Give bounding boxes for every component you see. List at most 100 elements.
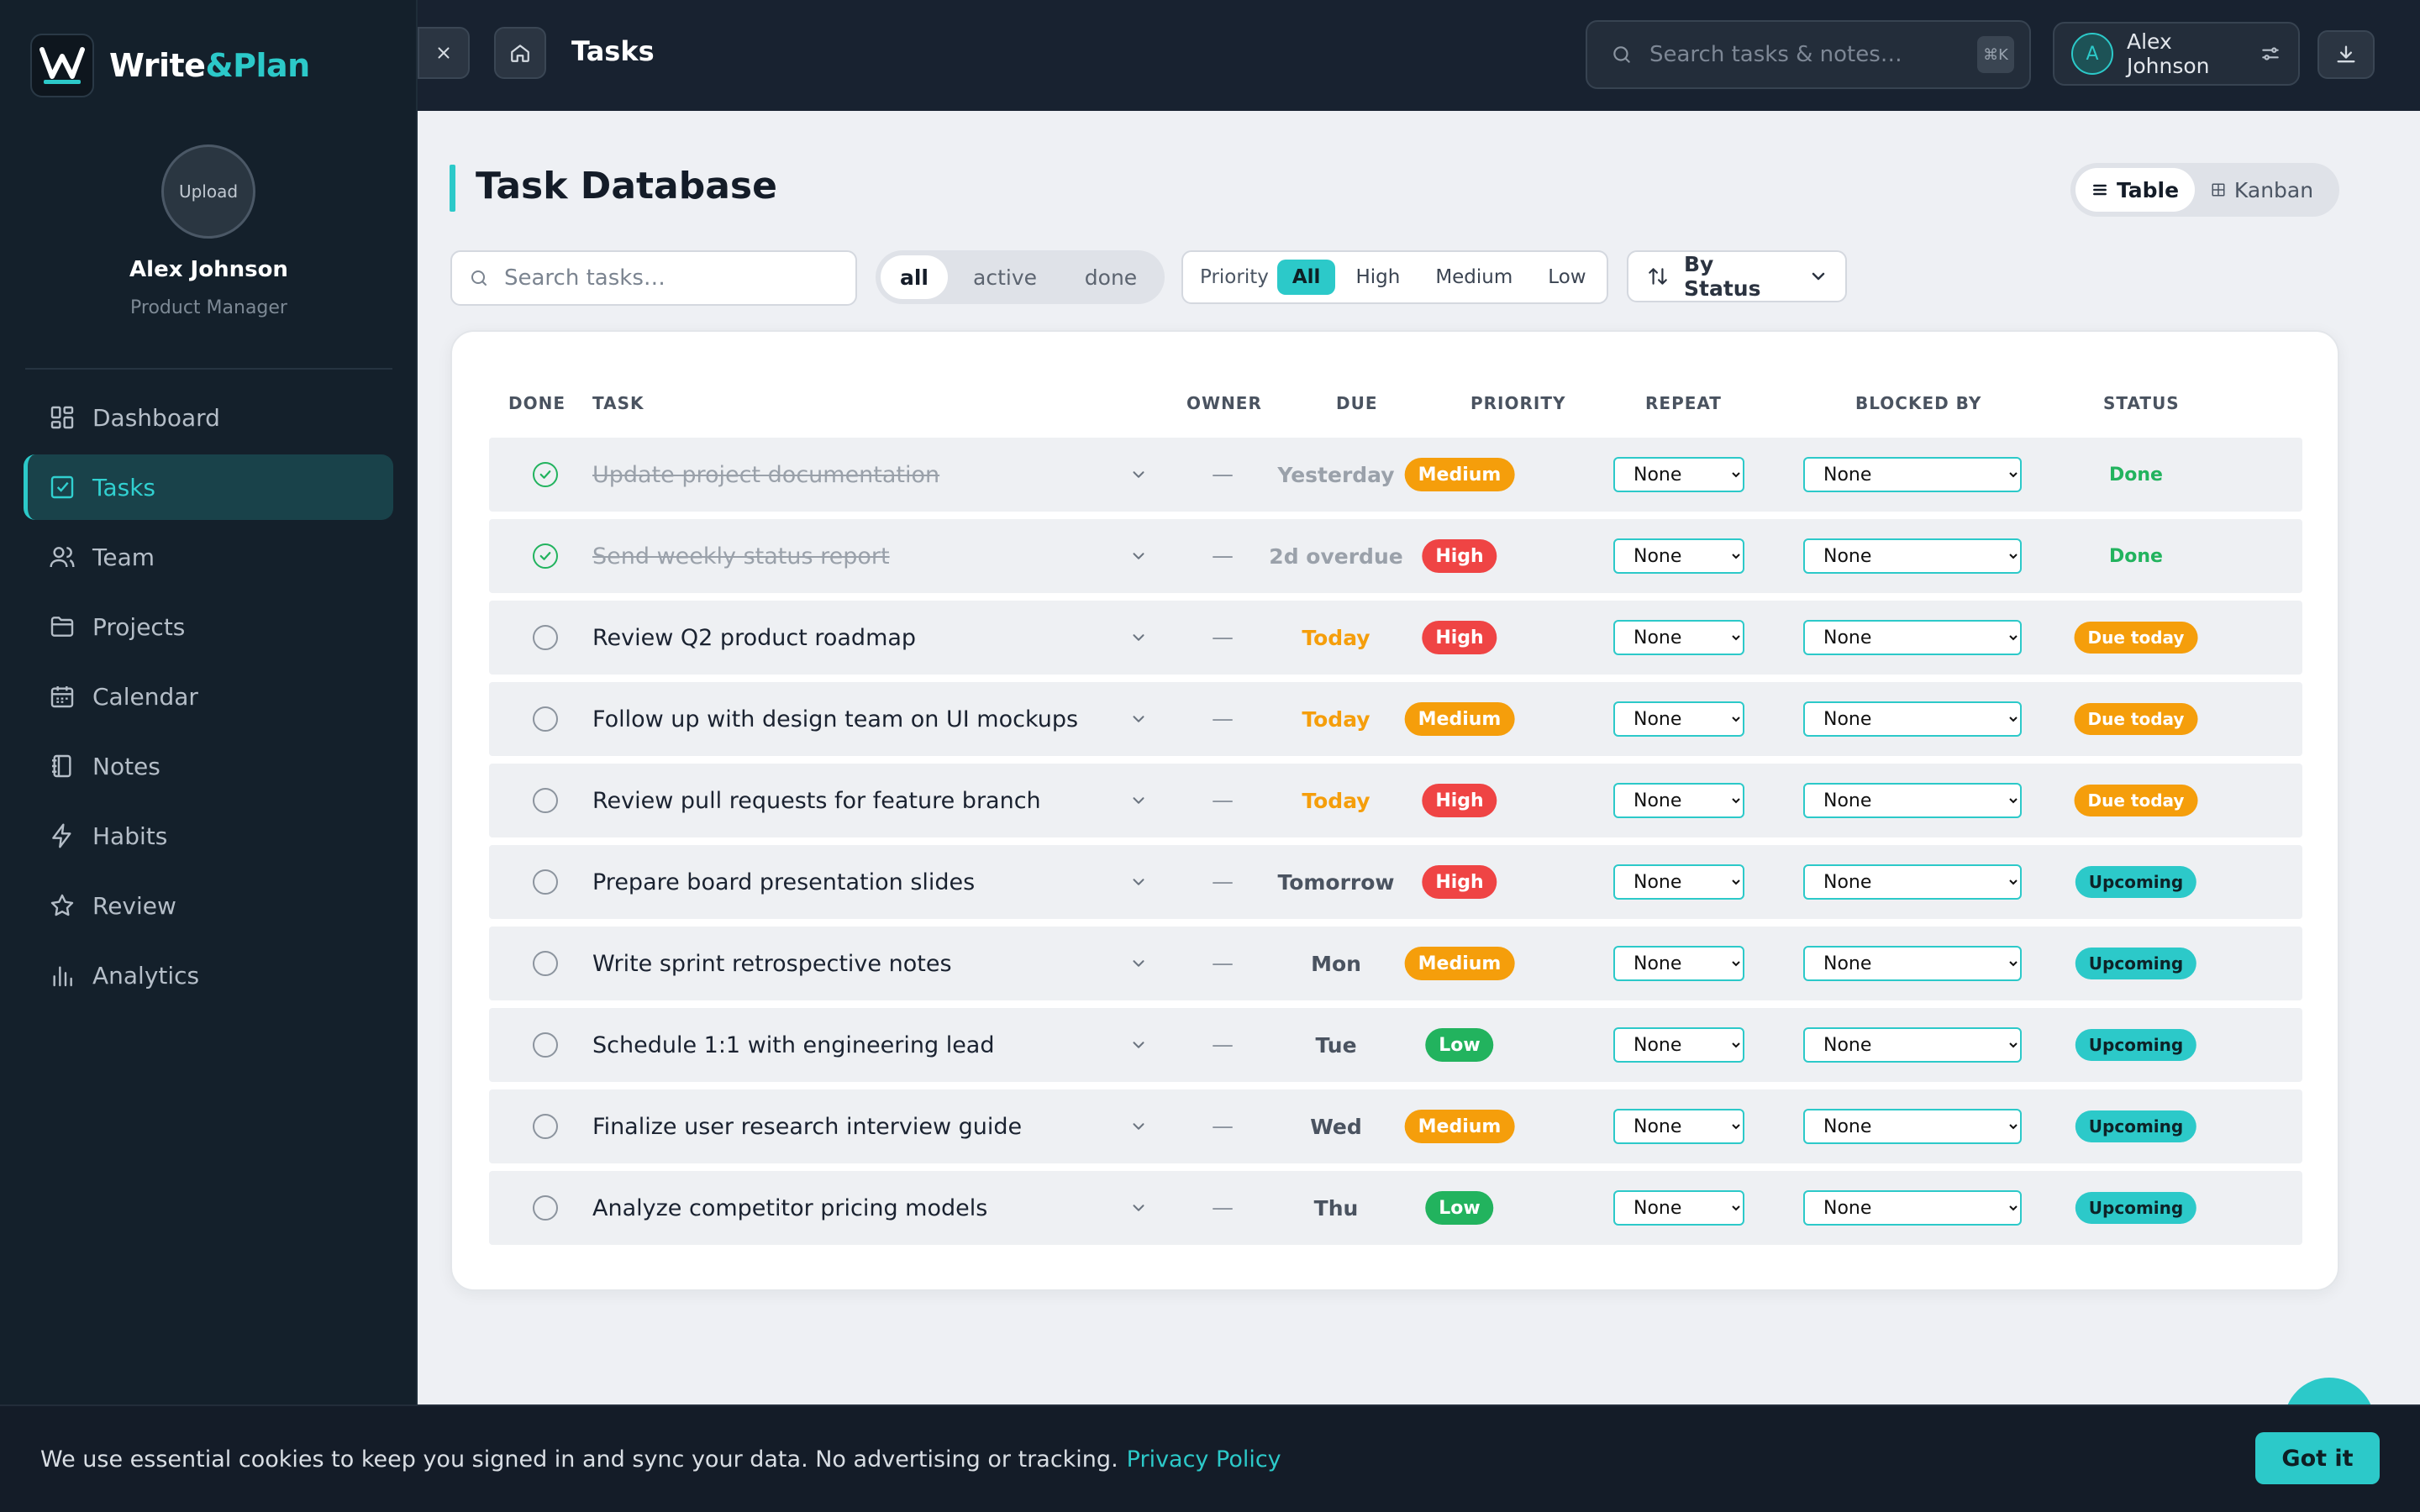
chevron-down-icon[interactable] — [1129, 873, 1148, 891]
done-checkbox[interactable] — [533, 625, 558, 650]
task-name[interactable]: Review pull requests for feature branch — [592, 787, 1041, 814]
priority-badge[interactable]: Low — [1425, 1028, 1494, 1062]
done-checkbox[interactable] — [533, 462, 558, 487]
sidebar-item-projects[interactable]: Projects — [24, 594, 393, 659]
priority-badge[interactable]: Medium — [1404, 1110, 1515, 1143]
repeat-select[interactable]: None — [1613, 457, 1744, 492]
chevron-down-icon[interactable] — [1129, 547, 1148, 565]
priority-badge[interactable]: Medium — [1404, 702, 1515, 736]
column-header-due[interactable]: DUE — [1336, 393, 1378, 413]
sort-dropdown[interactable]: By Status — [1627, 250, 1847, 302]
task-name[interactable]: Update project documentation — [592, 461, 940, 488]
filter-active-button[interactable]: active — [973, 265, 1037, 290]
filter-done-button[interactable]: done — [1084, 265, 1138, 290]
blocked-by-select[interactable]: None — [1803, 946, 2022, 981]
chevron-down-icon[interactable] — [1129, 1117, 1148, 1136]
done-checkbox[interactable] — [533, 1032, 558, 1058]
filter-all-button[interactable]: all — [881, 255, 948, 299]
chevron-down-icon[interactable] — [1129, 1199, 1148, 1217]
repeat-select[interactable]: None — [1613, 864, 1744, 900]
priority-high-button[interactable]: High — [1355, 266, 1401, 288]
done-checkbox[interactable] — [533, 543, 558, 569]
repeat-select[interactable]: None — [1613, 701, 1744, 737]
priority-badge[interactable]: High — [1422, 539, 1497, 573]
table-row[interactable]: Schedule 1:1 with engineering lead — Tue Lo… — [489, 1008, 2302, 1082]
kanban-view-button[interactable]: Kanban — [2195, 168, 2329, 212]
chevron-down-icon[interactable] — [1129, 954, 1148, 973]
table-row[interactable]: Review pull requests for feature branch —… — [489, 764, 2302, 837]
sidebar-item-review[interactable]: Review — [24, 873, 393, 938]
task-name[interactable]: Review Q2 product roadmap — [592, 624, 917, 651]
done-checkbox[interactable] — [533, 706, 558, 732]
repeat-select[interactable]: None — [1613, 620, 1744, 655]
task-name[interactable]: Follow up with design team on UI mockups — [592, 706, 1079, 732]
home-button[interactable] — [494, 27, 546, 79]
owner-value[interactable]: — — [1212, 1114, 1234, 1139]
avatar-upload[interactable]: Upload — [161, 144, 255, 239]
sidebar-item-dashboard[interactable]: Dashboard — [24, 385, 393, 450]
sidebar-item-analytics[interactable]: Analytics — [24, 942, 393, 1008]
owner-value[interactable]: — — [1212, 951, 1234, 976]
column-header-blocked-by[interactable]: BLOCKED BY — [1855, 393, 1982, 413]
chevron-down-icon[interactable] — [1129, 465, 1148, 484]
column-header-task[interactable]: TASK — [592, 393, 644, 413]
blocked-by-select[interactable]: None — [1803, 457, 2022, 492]
chevron-down-icon[interactable] — [1129, 1036, 1148, 1054]
blocked-by-select[interactable]: None — [1803, 864, 2022, 900]
priority-badge[interactable]: Medium — [1404, 458, 1515, 491]
column-header-status[interactable]: STATUS — [2103, 393, 2180, 413]
brand[interactable]: Write&Plan — [30, 34, 310, 97]
owner-value[interactable]: — — [1212, 625, 1234, 650]
table-row[interactable]: Send weekly status report — 2d overdue High… — [489, 519, 2302, 593]
got-it-button[interactable]: Got it — [2255, 1432, 2380, 1484]
sidebar-item-notes[interactable]: Notes — [24, 733, 393, 799]
table-row[interactable]: Analyze competitor pricing models — Thu Low… — [489, 1171, 2302, 1245]
repeat-select[interactable]: None — [1613, 946, 1744, 981]
chevron-down-icon[interactable] — [1129, 710, 1148, 728]
task-name[interactable]: Write sprint retrospective notes — [592, 950, 952, 977]
sidebar-item-habits[interactable]: Habits — [24, 803, 393, 869]
table-row[interactable]: Write sprint retrospective notes — Mon Medi… — [489, 927, 2302, 1000]
blocked-by-select[interactable]: None — [1803, 620, 2022, 655]
table-view-button[interactable]: Table — [2075, 168, 2195, 212]
priority-badge[interactable]: High — [1422, 784, 1497, 817]
chevron-down-icon[interactable] — [1129, 628, 1148, 647]
column-header-done[interactable]: DONE — [508, 393, 566, 413]
repeat-select[interactable]: None — [1613, 1027, 1744, 1063]
sidebar-item-calendar[interactable]: Calendar — [24, 664, 393, 729]
priority-badge[interactable]: Medium — [1404, 947, 1515, 980]
table-row[interactable]: Finalize user research interview guide — W… — [489, 1089, 2302, 1163]
owner-value[interactable]: — — [1212, 869, 1234, 895]
done-checkbox[interactable] — [533, 869, 558, 895]
column-header-repeat[interactable]: REPEAT — [1645, 393, 1722, 413]
task-name[interactable]: Schedule 1:1 with engineering lead — [592, 1032, 995, 1058]
table-row[interactable]: Review Q2 product roadmap — Today High None N… — [489, 601, 2302, 675]
table-row[interactable]: Follow up with design team on UI mockups… — [489, 682, 2302, 756]
done-checkbox[interactable] — [533, 1114, 558, 1139]
owner-value[interactable]: — — [1212, 1032, 1234, 1058]
repeat-select[interactable]: None — [1613, 1109, 1744, 1144]
blocked-by-select[interactable]: None — [1803, 1109, 2022, 1144]
repeat-select[interactable]: None — [1613, 783, 1744, 818]
chevron-down-icon[interactable] — [1129, 791, 1148, 810]
close-sidebar-button[interactable] — [418, 27, 470, 79]
privacy-policy-link[interactable]: Privacy Policy — [1126, 1446, 1281, 1473]
blocked-by-select[interactable]: None — [1803, 1190, 2022, 1226]
column-header-priority[interactable]: PRIORITY — [1470, 393, 1566, 413]
owner-value[interactable]: — — [1212, 1195, 1234, 1221]
repeat-select[interactable]: None — [1613, 538, 1744, 574]
priority-badge[interactable]: High — [1422, 621, 1497, 654]
blocked-by-select[interactable]: None — [1803, 701, 2022, 737]
task-name[interactable]: Send weekly status report — [592, 543, 890, 570]
task-name[interactable]: Prepare board presentation slides — [592, 869, 976, 895]
task-name[interactable]: Finalize user research interview guide — [592, 1113, 1023, 1140]
priority-low-button[interactable]: Low — [1548, 266, 1586, 288]
sidebar-item-tasks[interactable]: Tasks — [24, 454, 393, 520]
blocked-by-select[interactable]: None — [1803, 538, 2022, 574]
priority-badge[interactable]: High — [1422, 865, 1497, 899]
owner-value[interactable]: — — [1212, 706, 1234, 732]
owner-value[interactable]: — — [1212, 462, 1234, 487]
task-name[interactable]: Analyze competitor pricing models — [592, 1194, 988, 1221]
owner-value[interactable]: — — [1212, 788, 1234, 813]
global-search-input[interactable]: Search tasks & notes… ⌘K — [1586, 20, 2031, 89]
